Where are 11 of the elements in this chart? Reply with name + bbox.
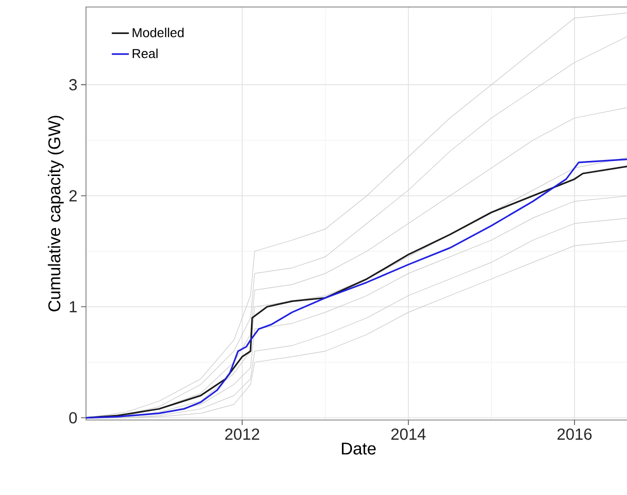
y-tick-label: 0 [69,412,77,424]
x-tick-label: 2012 [225,428,260,440]
y-tick-label: 1 [70,301,77,312]
x-axis-title: Date [342,442,376,455]
legend-label: Real [132,48,158,58]
x-tick-label: 2016 [558,428,592,440]
y-tick-label: 2 [69,190,77,202]
x-tick-label: 2014 [391,428,426,440]
y-tick-label: 3 [69,79,77,90]
legend-label: Modelled [132,28,184,38]
y-axis-title: Cumulative capacity (GW) [48,116,64,312]
